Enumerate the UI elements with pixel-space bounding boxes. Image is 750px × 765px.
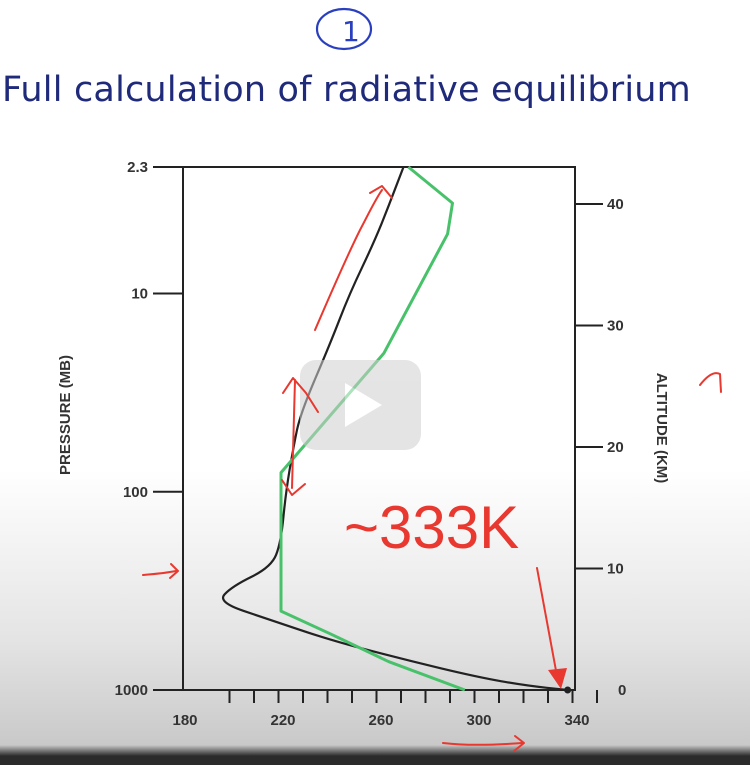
red-arrow-left-shaft [142, 570, 177, 576]
slide-title: Full calculation of radiative equilibriu… [2, 70, 691, 110]
x-tick-label: 260 [368, 712, 393, 729]
red-pen-annotations [142, 185, 722, 752]
x-axis-ticks: 180 220 260 300 340 [172, 689, 598, 729]
pressure-axis-label: PRESSURE (MB) [57, 355, 74, 475]
altitude-axis-ticks: 0 10 20 30 40 [575, 196, 626, 699]
altitude-tick-label: 0 [618, 682, 626, 699]
pressure-tick-label: 2.3 [127, 159, 148, 176]
red-arrow-333k-shaft [536, 567, 558, 677]
altitude-tick-label: 30 [607, 318, 624, 335]
pressure-tick-label: 100 [123, 484, 148, 501]
pressure-tick-label: 10 [131, 286, 148, 303]
red-arrow-upper-head [369, 185, 393, 199]
altitude-tick-label: 10 [607, 561, 624, 578]
altitude-tick-label: 20 [607, 439, 624, 456]
red-double-arrow-top-head [282, 377, 319, 413]
handwritten-number-annotation: 1 [315, 7, 373, 51]
red-arrow-333k-head [548, 668, 567, 689]
temperature-annotation: ~333K [344, 494, 519, 561]
series-layer [221, 165, 572, 694]
surface-point [564, 686, 572, 694]
red-arrow-bottom-shaft [442, 742, 523, 746]
x-tick-label: 340 [564, 712, 589, 729]
red-arrow-upper-shaft [314, 189, 383, 331]
red-double-arrow-shaft [291, 379, 296, 489]
pressure-axis-ticks: 2.3 10 100 1000 [115, 159, 183, 699]
x-tick-label: 300 [466, 712, 491, 729]
red-hook-mark [699, 372, 722, 393]
red-arrow-bottom-head [513, 735, 525, 752]
pressure-tick-label: 1000 [115, 682, 148, 699]
x-tick-label: 180 [172, 712, 197, 729]
play-icon[interactable] [345, 383, 382, 427]
video-play-button[interactable] [300, 360, 421, 450]
handwritten-digit: 1 [342, 15, 360, 48]
red-arrow-left-head [169, 563, 179, 579]
altitude-tick-label: 40 [607, 196, 624, 213]
x-tick-label: 220 [270, 712, 295, 729]
red-double-arrow-bottom-head [281, 479, 306, 496]
series-line-black [221, 166, 568, 692]
altitude-axis-label: ALTITUDE (KM) [653, 373, 670, 484]
series-line-green [279, 165, 466, 692]
handwritten-circle [315, 7, 373, 51]
